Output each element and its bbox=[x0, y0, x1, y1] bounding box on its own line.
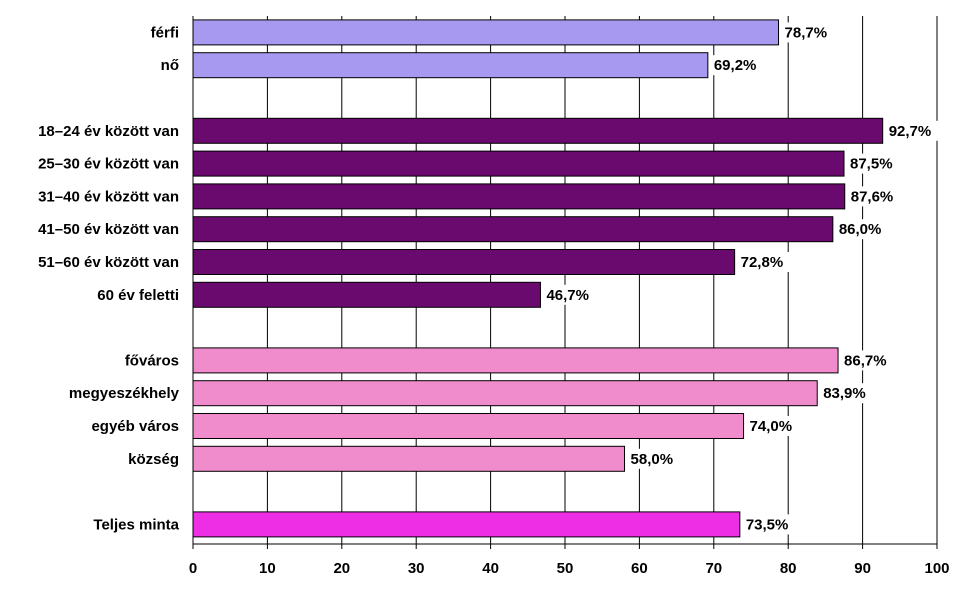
data-label-bg-teljes-minta bbox=[743, 514, 796, 535]
data-label-bg-ferfi bbox=[782, 22, 835, 43]
data-label-bg-egyeb-varos bbox=[747, 416, 800, 436]
data-label-bg-no bbox=[711, 55, 764, 76]
category-label-31-40-ev-kozott-van: 31–40 év között van bbox=[38, 188, 179, 205]
data-label-51-60-ev-kozott-van: 72,8% bbox=[741, 254, 784, 271]
data-label-no: 69,2% bbox=[714, 57, 757, 74]
data-label-fovaros: 86,7% bbox=[844, 352, 887, 369]
x-axis-ticks: 0 10 20 30 40 50 60 70 80 90 100 bbox=[189, 544, 950, 577]
category-label-no: nő bbox=[161, 57, 179, 74]
x-tick-label-20: 20 bbox=[333, 560, 350, 577]
category-labels: férfi nő 18–24 év között van 25–30 év közöt… bbox=[38, 24, 180, 533]
x-tick-label-40: 40 bbox=[482, 560, 499, 577]
category-label-egyeb-varos: egyéb város bbox=[91, 418, 179, 435]
bar-egyeb-varos bbox=[192, 413, 745, 439]
data-label-bg-megyeszekhely bbox=[821, 383, 874, 404]
data-label-teljes-minta: 73,5% bbox=[746, 516, 789, 533]
data-label-bg-kozseg bbox=[628, 448, 681, 469]
data-label-kozseg: 58,0% bbox=[631, 451, 674, 468]
category-label-teljes-minta: Teljes minta bbox=[93, 516, 179, 533]
data-label-25-30-ev-kozott-van: 87,5% bbox=[850, 156, 893, 173]
x-tick-label-100: 100 bbox=[924, 560, 949, 577]
bar-41-50-ev-kozott-van bbox=[192, 216, 834, 243]
x-tick-label-30: 30 bbox=[408, 560, 425, 577]
bar-25-30-ev-kozott-van bbox=[192, 150, 845, 177]
bar-18-24-ev-kozott-van bbox=[192, 117, 884, 144]
category-label-60-ev-feletti: 60 év feletti bbox=[97, 287, 179, 304]
bar-51-60-ev-kozott-van bbox=[192, 249, 736, 275]
data-label-bg-51-60-ev-kozott-van bbox=[738, 252, 791, 272]
bar-kozseg bbox=[192, 445, 626, 472]
data-label-18-24-ev-kozott-van: 92,7% bbox=[889, 123, 932, 140]
x-tick-label-60: 60 bbox=[631, 560, 648, 577]
category-label-41-50-ev-kozott-van: 41–50 év között van bbox=[38, 221, 179, 238]
category-label-fovaros: főváros bbox=[125, 352, 179, 369]
data-label-bg-25-30-ev-kozott-van bbox=[848, 153, 900, 174]
x-tick-label-10: 10 bbox=[259, 560, 276, 577]
data-label-bg-60-ev-feletti bbox=[544, 284, 597, 305]
bar-teljes-minta bbox=[192, 511, 741, 538]
bar-no bbox=[192, 52, 709, 79]
x-tick-label-70: 70 bbox=[705, 560, 722, 577]
category-label-kozseg: község bbox=[128, 451, 179, 468]
x-tick-label-50: 50 bbox=[557, 560, 574, 577]
data-label-60-ev-feletti: 46,7% bbox=[546, 287, 589, 304]
category-label-51-60-ev-kozott-van: 51–60 év között van bbox=[38, 254, 179, 271]
bar-megyeszekhely bbox=[192, 380, 818, 407]
x-tick-label-0: 0 bbox=[189, 560, 197, 577]
category-label-18-24-ev-kozott-van: 18–24 év között van bbox=[38, 123, 179, 140]
x-tick-label-90: 90 bbox=[854, 560, 871, 577]
category-label-ferfi: férfi bbox=[151, 24, 179, 41]
data-label-bg-31-40-ev-kozott-van bbox=[848, 186, 901, 207]
data-label-ferfi: 78,7% bbox=[785, 24, 828, 41]
data-label-bg-41-50-ev-kozott-van bbox=[836, 219, 889, 240]
data-label-bg-18-24-ev-kozott-van bbox=[886, 120, 939, 141]
data-label-31-40-ev-kozott-van: 87,6% bbox=[851, 188, 894, 205]
bars bbox=[192, 19, 884, 538]
bar-31-40-ev-kozott-van bbox=[192, 183, 846, 210]
category-label-megyeszekhely: megyeszékhely bbox=[69, 385, 180, 402]
bar-60-ev-feletti bbox=[192, 281, 541, 308]
gridlines bbox=[266, 16, 938, 544]
data-label-egyeb-varos: 74,0% bbox=[750, 418, 793, 435]
x-tick-label-80: 80 bbox=[780, 560, 797, 577]
category-label-25-30-ev-kozott-van: 25–30 év között van bbox=[38, 156, 179, 173]
data-label-megyeszekhely: 83,9% bbox=[823, 385, 866, 402]
data-label-bg-fovaros bbox=[842, 350, 895, 371]
data-label-41-50-ev-kozott-van: 86,0% bbox=[839, 221, 882, 238]
bar-ferfi bbox=[192, 19, 780, 46]
bar-fovaros bbox=[192, 347, 839, 374]
data-labels: 78,7% 69,2% 92,7% 87,5% 87,6% 86,0% 72,8% 46,7%… bbox=[544, 22, 939, 535]
